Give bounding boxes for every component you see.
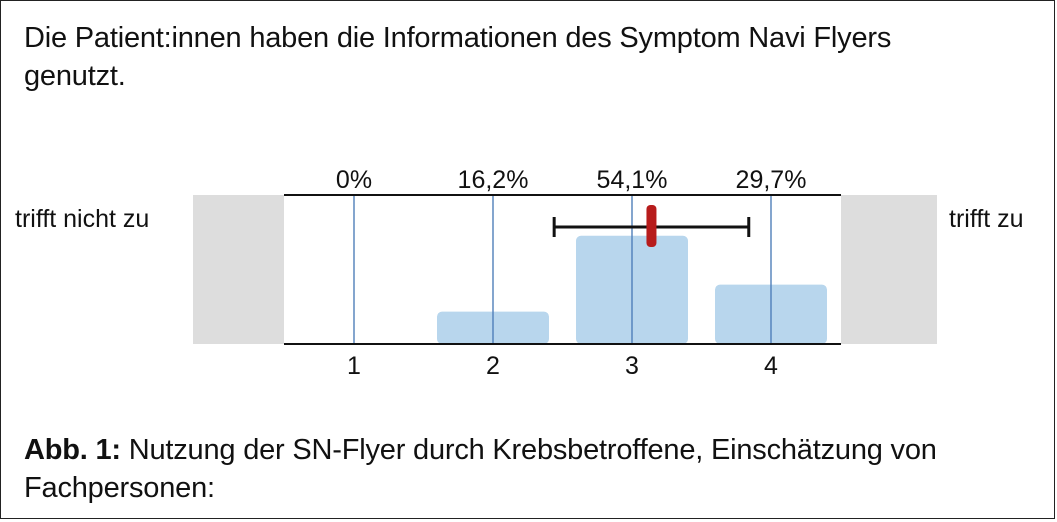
value-label-2: 16,2% (458, 166, 529, 194)
category-label-3: 3 (625, 352, 639, 380)
caption-text-1: Nutzung der SN-Flyer durch Krebsbetroffe… (120, 434, 937, 466)
caption-line-1: Abb. 1: Nutzung der SN-Flyer durch Krebs… (24, 431, 1024, 469)
caption-label: Abb. 1: (24, 434, 121, 466)
mean-marker (646, 205, 657, 247)
question-text: Die Patient:innen haben die Informatione… (24, 19, 984, 95)
right-anchor-label: trifft zu (949, 205, 1024, 233)
category-label-4: 4 (764, 352, 778, 380)
left-anchor-box (193, 195, 284, 344)
left-anchor-label: trifft nicht zu (15, 205, 149, 233)
value-label-3: 54,1% (597, 166, 668, 194)
category-label-1: 1 (347, 352, 361, 380)
caption-line-2: Fachpersonen: (24, 472, 215, 504)
right-anchor-box (841, 195, 937, 344)
value-label-1: 0% (336, 166, 372, 194)
question-line-2: genutzt. (24, 60, 126, 92)
figure-caption: Abb. 1: Nutzung der SN-Flyer durch Krebs… (24, 431, 1024, 507)
question-line-1: Die Patient:innen haben die Informatione… (24, 22, 892, 54)
category-label-2: 2 (486, 352, 500, 380)
value-label-4: 29,7% (736, 166, 807, 194)
